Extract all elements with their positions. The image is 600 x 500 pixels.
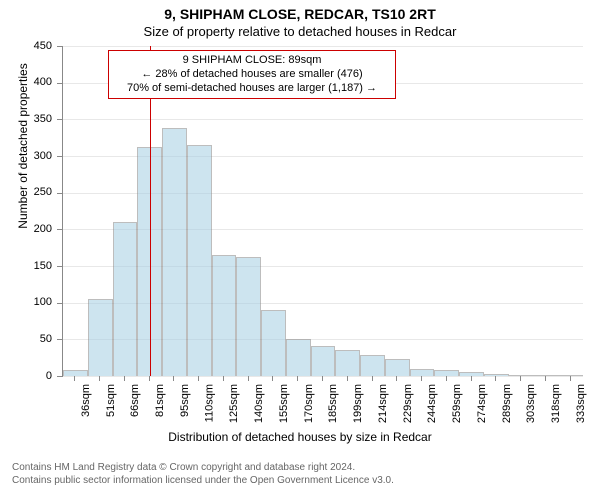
y-tick-mark (57, 339, 62, 340)
x-tick-label: 303sqm (526, 384, 538, 423)
x-tick-mark (421, 376, 422, 381)
histogram-bar (236, 257, 261, 376)
y-tick-label: 400 (0, 76, 52, 88)
x-tick-label: 110sqm (204, 384, 216, 422)
x-tick-label: 66sqm (129, 384, 141, 417)
y-tick-label: 350 (0, 113, 52, 125)
x-tick-mark (198, 376, 199, 381)
x-tick-label: 289sqm (501, 384, 513, 423)
y-tick-label: 100 (0, 296, 52, 308)
histogram-bar (311, 346, 336, 376)
x-tick-mark (545, 376, 546, 381)
x-tick-mark (149, 376, 150, 381)
x-tick-mark (248, 376, 249, 381)
x-tick-label: 36sqm (80, 384, 92, 417)
infobox-line: 70% of semi-detached houses are larger (… (112, 82, 392, 96)
x-tick-label: 51sqm (105, 384, 117, 417)
y-tick-mark (57, 376, 62, 377)
y-tick-mark (57, 156, 62, 157)
chart-container: 9, SHIPHAM CLOSE, REDCAR, TS10 2RT Size … (0, 0, 600, 500)
y-tick-label: 200 (0, 223, 52, 235)
y-tick-mark (57, 46, 62, 47)
histogram-bar (434, 370, 459, 376)
x-tick-label: 125sqm (228, 384, 240, 423)
histogram-bar (558, 375, 583, 376)
histogram-bar (187, 145, 212, 376)
x-tick-label: 140sqm (253, 384, 265, 423)
y-tick-mark (57, 119, 62, 120)
y-tick-mark (57, 266, 62, 267)
footer-line: Contains public sector information licen… (12, 475, 394, 486)
histogram-bar (459, 372, 484, 376)
histogram-bar (261, 310, 286, 376)
y-gridline (63, 376, 583, 377)
y-tick-mark (57, 303, 62, 304)
y-tick-label: 450 (0, 40, 52, 52)
histogram-bar (385, 359, 410, 376)
x-tick-mark (74, 376, 75, 381)
x-tick-label: 199sqm (352, 384, 364, 423)
x-tick-mark (347, 376, 348, 381)
x-axis-label: Distribution of detached houses by size … (0, 430, 600, 444)
histogram-bar (533, 375, 558, 376)
y-tick-label: 250 (0, 186, 52, 198)
x-tick-label: 229sqm (402, 384, 414, 423)
x-tick-mark (173, 376, 174, 381)
x-tick-label: 95sqm (179, 384, 191, 417)
infobox-line: 9 SHIPHAM CLOSE: 89sqm (112, 54, 392, 68)
histogram-bar (63, 370, 88, 376)
x-tick-mark (520, 376, 521, 381)
y-tick-label: 300 (0, 150, 52, 162)
x-tick-mark (495, 376, 496, 381)
histogram-bar (360, 355, 385, 376)
x-tick-mark (372, 376, 373, 381)
histogram-bar (113, 222, 138, 376)
x-tick-label: 274sqm (476, 384, 488, 423)
histogram-bar (410, 369, 435, 376)
x-tick-label: 259sqm (451, 384, 463, 423)
y-gridline (63, 119, 583, 120)
x-tick-mark (471, 376, 472, 381)
y-tick-label: 150 (0, 260, 52, 272)
x-tick-mark (396, 376, 397, 381)
x-tick-label: 155sqm (278, 384, 290, 423)
x-tick-mark (272, 376, 273, 381)
y-tick-mark (57, 229, 62, 230)
histogram-bar (335, 350, 360, 376)
x-tick-label: 318sqm (550, 384, 562, 423)
x-tick-mark (223, 376, 224, 381)
footer-line: Contains HM Land Registry data © Crown c… (12, 462, 355, 473)
property-info-box: 9 SHIPHAM CLOSE: 89sqm← 28% of detached … (108, 50, 396, 99)
x-tick-mark (446, 376, 447, 381)
page-title: 9, SHIPHAM CLOSE, REDCAR, TS10 2RT (0, 6, 600, 22)
histogram-bar (162, 128, 187, 376)
infobox-line: ← 28% of detached houses are smaller (47… (112, 68, 392, 82)
page-subtitle: Size of property relative to detached ho… (0, 24, 600, 39)
x-tick-mark (99, 376, 100, 381)
x-tick-label: 244sqm (427, 384, 439, 423)
y-tick-label: 0 (0, 370, 52, 382)
x-tick-mark (570, 376, 571, 381)
y-gridline (63, 46, 583, 47)
y-tick-label: 50 (0, 333, 52, 345)
y-tick-mark (57, 193, 62, 194)
histogram-bar (212, 255, 237, 376)
histogram-bar (88, 299, 113, 376)
y-tick-mark (57, 83, 62, 84)
x-tick-label: 170sqm (303, 384, 315, 423)
x-tick-label: 185sqm (328, 384, 340, 423)
x-tick-label: 333sqm (575, 384, 587, 423)
x-tick-label: 214sqm (377, 384, 389, 423)
x-tick-mark (124, 376, 125, 381)
x-tick-mark (322, 376, 323, 381)
x-tick-label: 81sqm (154, 384, 166, 417)
x-tick-mark (297, 376, 298, 381)
histogram-bar (286, 339, 311, 376)
